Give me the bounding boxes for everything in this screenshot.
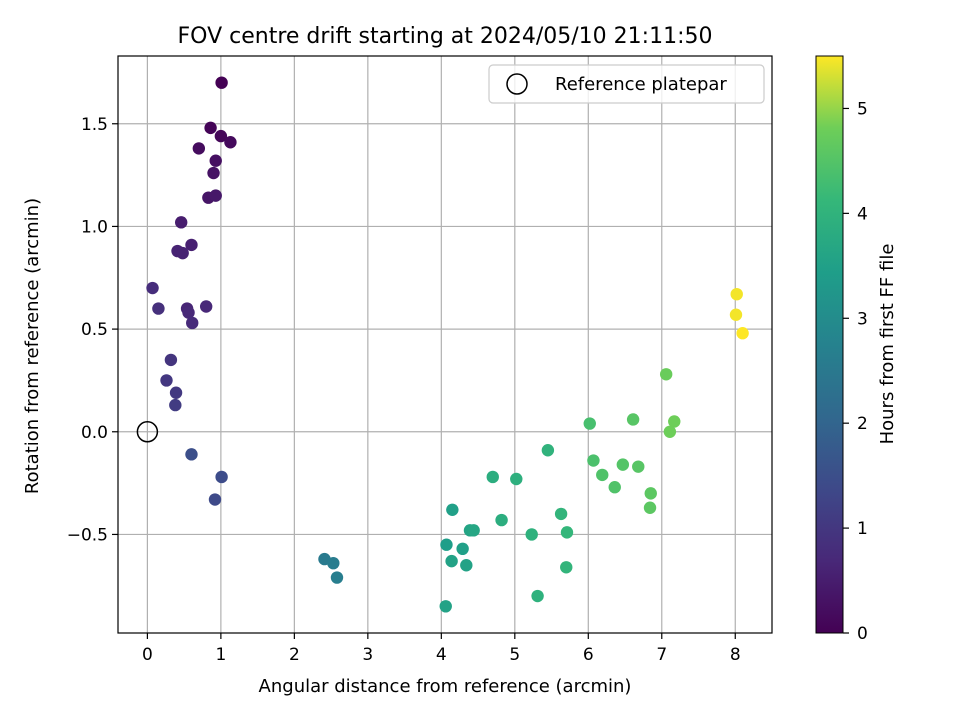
data-point	[616, 458, 630, 471]
data-point	[729, 308, 743, 321]
colorbar-tick-label: 0	[857, 624, 868, 644]
y-tick-label: −0.5	[67, 525, 108, 545]
legend-box	[488, 64, 765, 104]
colorbar-tick-label: 3	[857, 309, 868, 329]
x-tick-label: 4	[436, 645, 447, 665]
data-point	[215, 76, 228, 89]
data-point	[207, 166, 220, 180]
data-point	[446, 503, 459, 516]
data-point	[208, 493, 222, 506]
x-tick-label: 8	[730, 645, 741, 665]
data-point	[626, 413, 640, 426]
colorbar-ticks: 0 1 2 3 4 5	[843, 99, 868, 644]
colorbar-tick-label: 2	[857, 414, 868, 434]
data-point	[525, 528, 538, 541]
x-axis-ticks: 0 1 2 3 4 5 6 7 8	[142, 633, 741, 665]
data-point	[456, 542, 469, 556]
data-point	[214, 129, 228, 143]
data-point	[736, 327, 749, 340]
legend-reference-marker	[506, 73, 528, 95]
x-tick-label: 2	[289, 645, 300, 665]
data-point	[531, 589, 544, 603]
data-point	[209, 189, 222, 202]
data-point	[209, 154, 222, 167]
x-tick-label: 6	[583, 645, 594, 665]
data-point	[327, 556, 340, 570]
data-point	[176, 246, 189, 260]
data-point	[164, 353, 178, 367]
legend-entry-reference-platepar: Reference platepar	[555, 74, 727, 95]
data-point	[659, 368, 673, 381]
data-point	[560, 526, 574, 539]
colorbar-gradient	[815, 55, 844, 634]
data-point	[182, 306, 195, 319]
data-point	[587, 454, 600, 467]
data-point	[541, 444, 555, 457]
data-point	[632, 460, 645, 473]
y-tick-label: 0.5	[81, 320, 108, 340]
data-point	[204, 121, 217, 135]
x-axis-label: Angular distance from reference (arcmin)	[259, 676, 632, 697]
data-point	[169, 398, 182, 412]
data-point	[583, 417, 596, 430]
colorbar-label: Hours from first FF file	[877, 244, 898, 445]
y-tick-label: 0.0	[81, 423, 108, 443]
data-point	[192, 142, 206, 155]
data-point	[185, 448, 198, 461]
data-point	[596, 468, 609, 482]
y-tick-label: 1.0	[81, 217, 108, 237]
data-point	[160, 374, 173, 387]
data-point	[199, 300, 213, 313]
x-tick-label: 1	[215, 645, 226, 665]
grid-lines	[118, 56, 772, 633]
y-axis-ticks: −0.5 0.0 0.5 1.0 1.5	[67, 115, 118, 545]
data-point	[445, 554, 458, 568]
data-point	[643, 501, 657, 514]
data-point	[330, 571, 344, 584]
data-point	[146, 281, 159, 295]
data-point	[185, 238, 198, 252]
x-tick-label: 0	[142, 645, 153, 665]
plot-area-border	[117, 55, 773, 634]
data-point	[215, 470, 228, 484]
legend: Reference platepar	[488, 64, 765, 104]
data-point	[644, 487, 657, 500]
axes-frame	[117, 55, 773, 634]
colorbar-tick-label: 5	[857, 99, 868, 119]
data-point	[460, 559, 473, 572]
data-point	[495, 513, 508, 527]
data-points	[136, 76, 749, 613]
colorbar-tick-label: 1	[857, 519, 868, 539]
data-point	[439, 600, 452, 613]
data-point	[730, 287, 743, 301]
data-point	[174, 216, 188, 229]
colorbar-tick-label: 4	[857, 204, 868, 224]
data-point	[554, 507, 568, 521]
data-point	[440, 538, 453, 551]
data-point	[169, 386, 183, 399]
data-point	[467, 524, 480, 537]
data-point	[608, 481, 621, 494]
x-tick-label: 3	[362, 645, 373, 665]
colorbar: 0 1 2 3 4 5 Hours from first FF file	[815, 55, 898, 644]
data-point	[224, 136, 237, 149]
data-point	[486, 470, 499, 484]
data-point	[152, 302, 165, 315]
data-point	[663, 425, 677, 438]
data-point	[186, 316, 199, 330]
data-point	[560, 561, 573, 574]
y-axis-label: Rotation from reference (arcmin)	[22, 198, 43, 494]
data-point	[510, 472, 523, 486]
chart-title: FOV centre drift starting at 2024/05/10 …	[178, 24, 713, 49]
data-point	[668, 415, 681, 428]
y-tick-label: 1.5	[81, 115, 108, 135]
reference-platepar-marker	[136, 421, 159, 443]
x-tick-label: 7	[656, 645, 667, 665]
x-tick-label: 5	[509, 645, 520, 665]
